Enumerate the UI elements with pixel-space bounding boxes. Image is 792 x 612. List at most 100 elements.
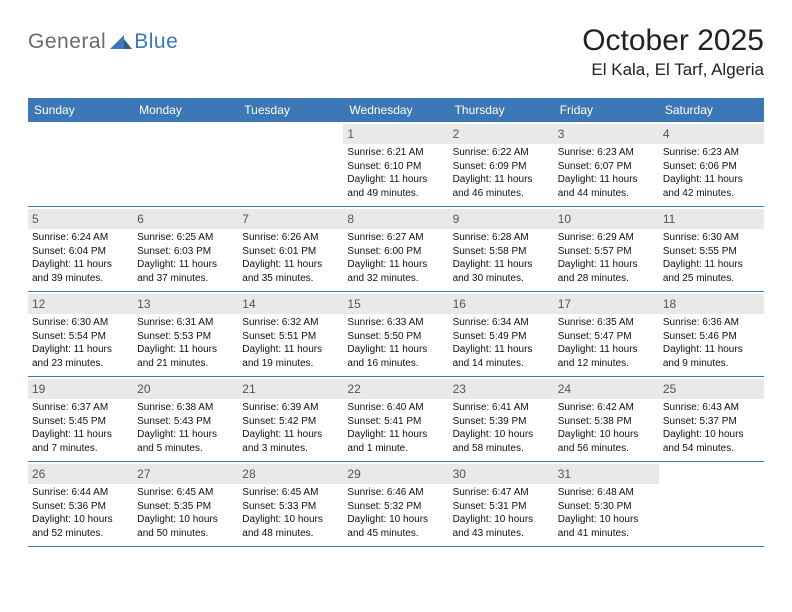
sunset-text: Sunset: 6:00 PM — [347, 245, 444, 259]
calendar-week: 12Sunrise: 6:30 AMSunset: 5:54 PMDayligh… — [28, 292, 764, 377]
day-cell: 18Sunrise: 6:36 AMSunset: 5:46 PMDayligh… — [659, 292, 764, 376]
day-cell: 23Sunrise: 6:41 AMSunset: 5:39 PMDayligh… — [449, 377, 554, 461]
day-cell: 20 Sunrise: 6:38 AMSunset: 5:43 PMDayligh… — [133, 377, 238, 461]
day-number-row: 28 — [238, 464, 343, 484]
day-cell: 10Sunrise: 6:29 AMSunset: 5:57 PMDayligh… — [554, 207, 659, 291]
sunrise-text: Sunrise: 6:48 AM — [558, 486, 655, 500]
weekday-header: Sunday — [28, 98, 133, 122]
sunrise-text: Sunrise: 6:33 AM — [347, 316, 444, 330]
location: El Kala, El Tarf, Algeria — [582, 60, 764, 80]
sunrise-text: Sunrise: 6:31 AM — [137, 316, 234, 330]
day-number-row: 7 — [238, 209, 343, 229]
sunset-text: Sunset: 5:32 PM — [347, 500, 444, 514]
day-number-row: 1 — [343, 124, 448, 144]
sunset-text: Sunset: 5:37 PM — [663, 415, 760, 429]
day-cell: 3Sunrise: 6:23 AMSunset: 6:07 PMDaylight… — [554, 122, 659, 206]
day-number: 29 — [347, 467, 360, 481]
day-cell: 22Sunrise: 6:40 AMSunset: 5:41 PMDayligh… — [343, 377, 448, 461]
sunset-text: Sunset: 5:49 PM — [453, 330, 550, 344]
day-number-row: 13 — [133, 294, 238, 314]
day-number: 11 — [663, 212, 675, 226]
sunrise-text: Sunrise: 6:26 AM — [242, 231, 339, 245]
daylight-text: Daylight: 11 hours and 23 minutes. — [32, 343, 129, 370]
day-info: Sunrise: 6:29 AMSunset: 5:57 PMDaylight:… — [558, 231, 655, 285]
day-cell: 28 Sunrise: 6:45 AMSunset: 5:33 PMDayligh… — [238, 462, 343, 546]
day-cell: 12Sunrise: 6:30 AMSunset: 5:54 PMDayligh… — [28, 292, 133, 376]
sunrise-text: Sunrise: 6:45 AM — [242, 486, 339, 500]
day-cell — [238, 122, 343, 206]
daylight-text: Daylight: 10 hours and 41 minutes. — [558, 513, 655, 540]
day-number: 28 — [242, 467, 255, 481]
daylight-text: Daylight: 10 hours and 45 minutes. — [347, 513, 444, 540]
sunset-text: Sunset: 5:38 PM — [558, 415, 655, 429]
day-cell: 24 Sunrise: 6:42 AMSunset: 5:38 PMDayligh… — [554, 377, 659, 461]
day-number: 5 — [32, 212, 39, 226]
day-cell: 8Sunrise: 6:27 AMSunset: 6:00 PMDaylight… — [343, 207, 448, 291]
day-info: Sunrise: 6:45 AMSunset: 5:33 PMDaylight:… — [242, 486, 339, 540]
weekday-header: Saturday — [659, 98, 764, 122]
day-number-row: 31 — [554, 464, 659, 484]
day-info: Sunrise: 6:22 AMSunset: 6:09 PMDaylight:… — [453, 146, 550, 200]
day-info: Sunrise: 6:27 AMSunset: 6:00 PMDaylight:… — [347, 231, 444, 285]
title-block: October 2025 El Kala, El Tarf, Algeria — [582, 24, 764, 80]
day-number-row: 4 — [659, 124, 764, 144]
sunset-text: Sunset: 6:06 PM — [663, 160, 760, 174]
day-info: Sunrise: 6:37 AMSunset: 5:45 PMDaylight:… — [32, 401, 129, 455]
sunset-text: Sunset: 6:04 PM — [32, 245, 129, 259]
day-cell: 6Sunrise: 6:25 AMSunset: 6:03 PMDaylight… — [133, 207, 238, 291]
sunset-text: Sunset: 5:41 PM — [347, 415, 444, 429]
day-number: 20 — [137, 382, 150, 396]
day-number-row: 19 — [28, 379, 133, 399]
day-number-row: 16 — [449, 294, 554, 314]
day-number-row: 22 — [343, 379, 448, 399]
daylight-text: Daylight: 11 hours and 42 minutes. — [663, 173, 760, 200]
daylight-text: Daylight: 11 hours and 30 minutes. — [453, 258, 550, 285]
sunrise-text: Sunrise: 6:44 AM — [32, 486, 129, 500]
day-number: 30 — [453, 467, 466, 481]
sunset-text: Sunset: 5:30 PM — [558, 500, 655, 514]
day-number-row: 23 — [449, 379, 554, 399]
daylight-text: Daylight: 11 hours and 21 minutes. — [137, 343, 234, 370]
daylight-text: Daylight: 11 hours and 3 minutes. — [242, 428, 339, 455]
day-number: 26 — [32, 467, 45, 481]
day-info: Sunrise: 6:36 AMSunset: 5:46 PMDaylight:… — [663, 316, 760, 370]
daylight-text: Daylight: 11 hours and 7 minutes. — [32, 428, 129, 455]
day-number: 6 — [137, 212, 144, 226]
sunrise-text: Sunrise: 6:23 AM — [663, 146, 760, 160]
sunset-text: Sunset: 5:39 PM — [453, 415, 550, 429]
day-cell: 25Sunrise: 6:43 AMSunset: 5:37 PMDayligh… — [659, 377, 764, 461]
day-info: Sunrise: 6:42 AMSunset: 5:38 PMDaylight:… — [558, 401, 655, 455]
calendar-week: 1Sunrise: 6:21 AMSunset: 6:10 PMDaylight… — [28, 122, 764, 207]
day-cell: 17Sunrise: 6:35 AMSunset: 5:47 PMDayligh… — [554, 292, 659, 376]
sunset-text: Sunset: 6:10 PM — [347, 160, 444, 174]
day-info: Sunrise: 6:48 AMSunset: 5:30 PMDaylight:… — [558, 486, 655, 540]
sunrise-text: Sunrise: 6:39 AM — [242, 401, 339, 415]
daylight-text: Daylight: 10 hours and 50 minutes. — [137, 513, 234, 540]
day-number: 17 — [558, 297, 571, 311]
day-info: Sunrise: 6:23 AMSunset: 6:06 PMDaylight:… — [663, 146, 760, 200]
day-cell: 11 Sunrise: 6:30 AMSunset: 5:55 PMDayligh… — [659, 207, 764, 291]
daylight-text: Daylight: 11 hours and 25 minutes. — [663, 258, 760, 285]
sunrise-text: Sunrise: 6:32 AM — [242, 316, 339, 330]
day-info: Sunrise: 6:30 AMSunset: 5:55 PMDaylight:… — [663, 231, 760, 285]
day-cell: 31Sunrise: 6:48 AMSunset: 5:30 PMDayligh… — [554, 462, 659, 546]
day-info: Sunrise: 6:28 AMSunset: 5:58 PMDaylight:… — [453, 231, 550, 285]
sunset-text: Sunset: 5:50 PM — [347, 330, 444, 344]
day-number-row: 15 — [343, 294, 448, 314]
sunset-text: Sunset: 5:33 PM — [242, 500, 339, 514]
day-number: 24 — [558, 382, 571, 396]
daylight-text: Daylight: 11 hours and 44 minutes. — [558, 173, 655, 200]
day-number: 25 — [663, 382, 676, 396]
day-number: 27 — [137, 467, 150, 481]
calendar: SundayMondayTuesdayWednesdayThursdayFrid… — [28, 98, 764, 547]
day-number: 19 — [32, 382, 45, 396]
day-number-row: 11 — [659, 209, 764, 229]
day-number-row: 26 — [28, 464, 133, 484]
day-info: Sunrise: 6:34 AMSunset: 5:49 PMDaylight:… — [453, 316, 550, 370]
day-number-row: 30 — [449, 464, 554, 484]
day-info: Sunrise: 6:38 AMSunset: 5:43 PMDaylight:… — [137, 401, 234, 455]
sunrise-text: Sunrise: 6:29 AM — [558, 231, 655, 245]
day-number-row: 12 — [28, 294, 133, 314]
sunset-text: Sunset: 5:36 PM — [32, 500, 129, 514]
day-info: Sunrise: 6:44 AMSunset: 5:36 PMDaylight:… — [32, 486, 129, 540]
